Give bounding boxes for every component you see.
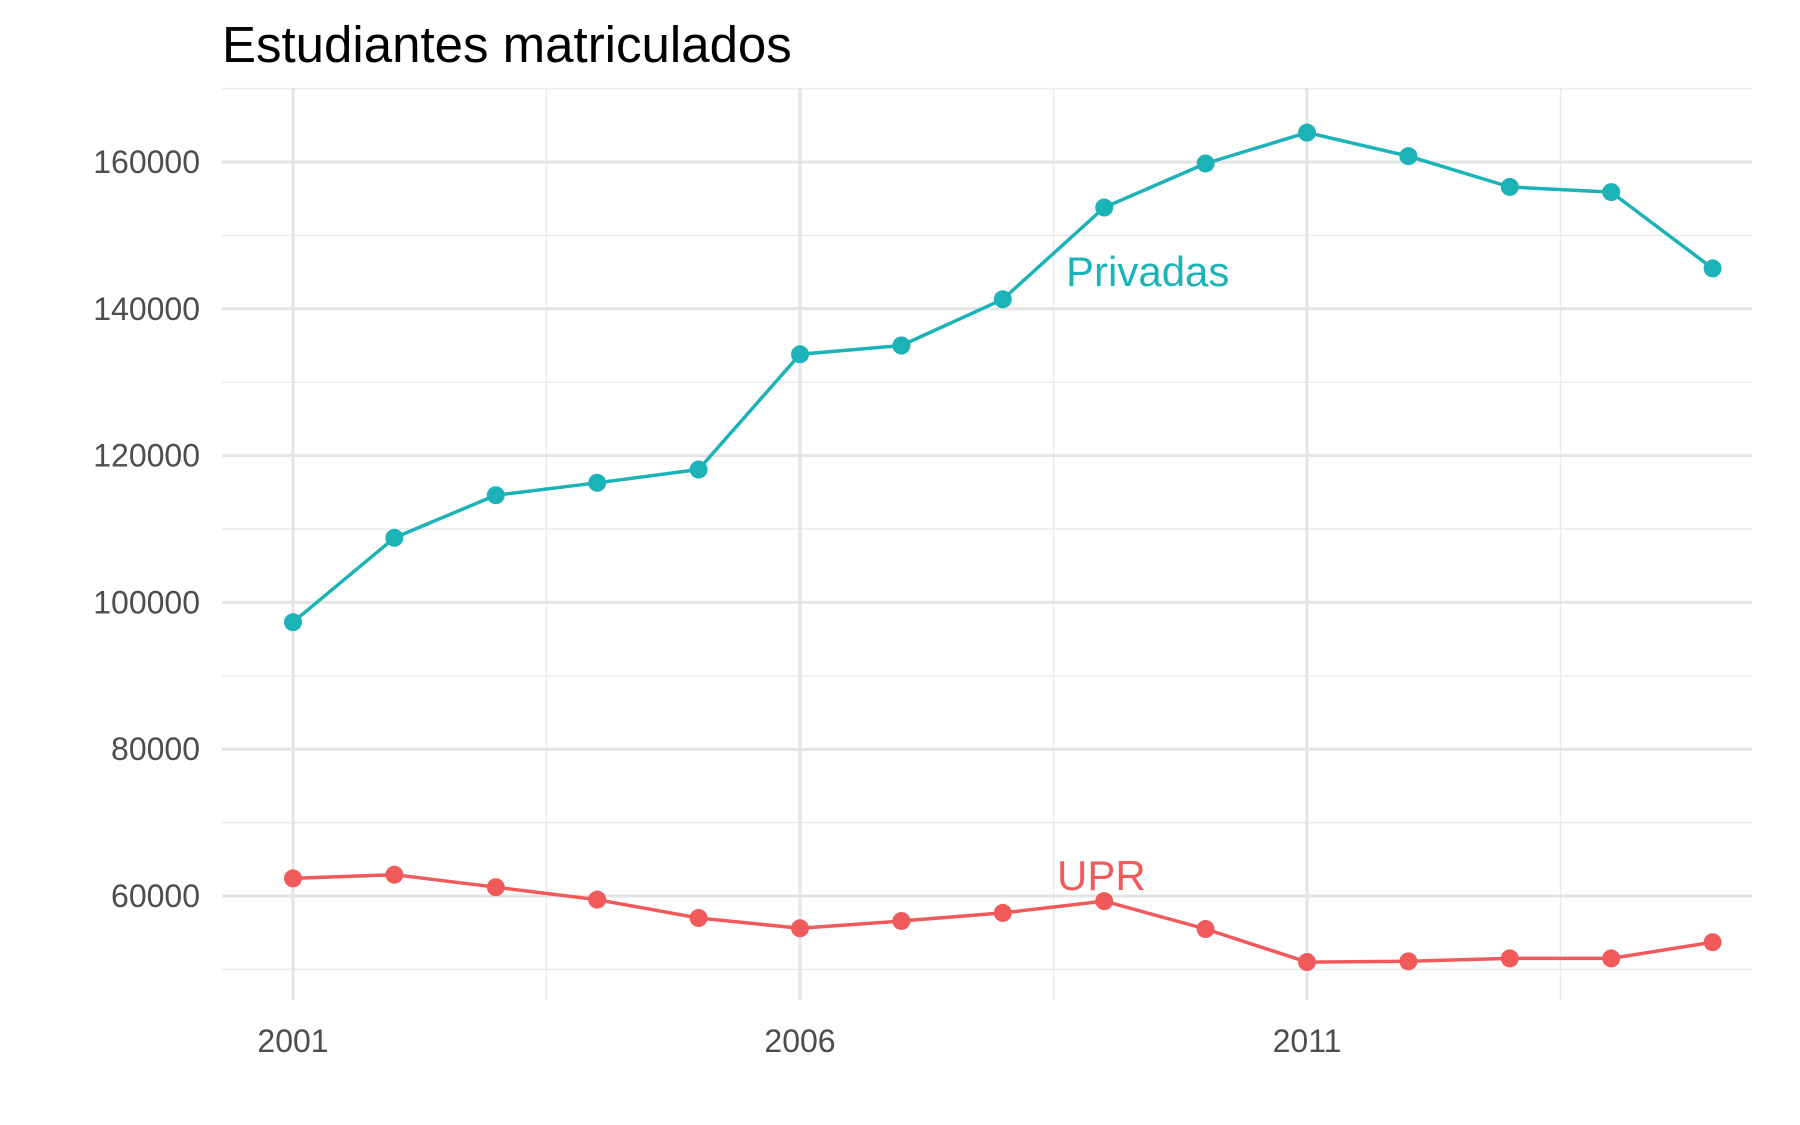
data-point-privadas xyxy=(689,460,708,479)
data-point-upr xyxy=(1500,949,1519,968)
data-point-privadas xyxy=(993,290,1012,309)
data-point-upr xyxy=(1095,892,1114,911)
data-point-privadas xyxy=(1095,198,1114,217)
data-point-upr xyxy=(1196,920,1215,939)
data-point-upr xyxy=(1602,949,1621,968)
y-tick-label: 140000 xyxy=(93,291,200,327)
series-lines xyxy=(291,130,1714,964)
x-tick-label: 2011 xyxy=(1273,1023,1342,1059)
series-line-privadas xyxy=(291,130,1714,624)
data-point-privadas xyxy=(284,613,302,632)
data-point-upr xyxy=(1399,952,1418,971)
data-point-privadas xyxy=(1399,147,1418,166)
data-point-upr xyxy=(1703,933,1722,952)
data-point-upr xyxy=(1298,953,1316,972)
data-point-upr xyxy=(993,903,1012,922)
data-point-privadas xyxy=(1703,259,1722,278)
data-point-upr xyxy=(791,919,809,938)
y-axis-tick-labels: 60000 80000 100000 120000 140000 160000 xyxy=(93,144,200,914)
minor-gridlines xyxy=(222,87,1752,1000)
data-point-privadas xyxy=(1298,123,1316,142)
y-tick-label: 80000 xyxy=(111,731,200,767)
series-label-upr: UPR xyxy=(1057,852,1146,899)
y-tick-label: 120000 xyxy=(93,438,200,474)
y-tick-label: 100000 xyxy=(93,584,200,620)
data-point-upr xyxy=(385,865,404,884)
data-point-privadas xyxy=(892,336,911,355)
data-point-privadas xyxy=(486,486,505,505)
data-point-upr xyxy=(486,878,505,897)
y-tick-label: 160000 xyxy=(93,144,200,180)
data-point-upr xyxy=(284,869,302,888)
series-points xyxy=(284,123,1722,972)
data-point-privadas xyxy=(385,528,404,547)
data-point-upr xyxy=(588,890,607,909)
x-tick-label: 2006 xyxy=(764,1023,835,1059)
major-gridlines xyxy=(222,88,1752,1000)
x-axis-tick-labels: 2001 2006 2011 xyxy=(257,1023,1341,1059)
data-point-privadas xyxy=(1196,154,1215,173)
y-tick-label: 60000 xyxy=(111,878,200,914)
series-label-privadas: Privadas xyxy=(1066,248,1229,295)
chart-title: Estudiantes matriculados xyxy=(222,16,792,73)
data-point-privadas xyxy=(1500,177,1519,196)
x-tick-label: 2001 xyxy=(257,1023,328,1059)
data-point-privadas xyxy=(791,345,809,364)
data-point-upr xyxy=(689,909,708,928)
data-point-privadas xyxy=(588,473,607,492)
data-point-upr xyxy=(892,911,911,930)
data-point-privadas xyxy=(1602,183,1621,202)
